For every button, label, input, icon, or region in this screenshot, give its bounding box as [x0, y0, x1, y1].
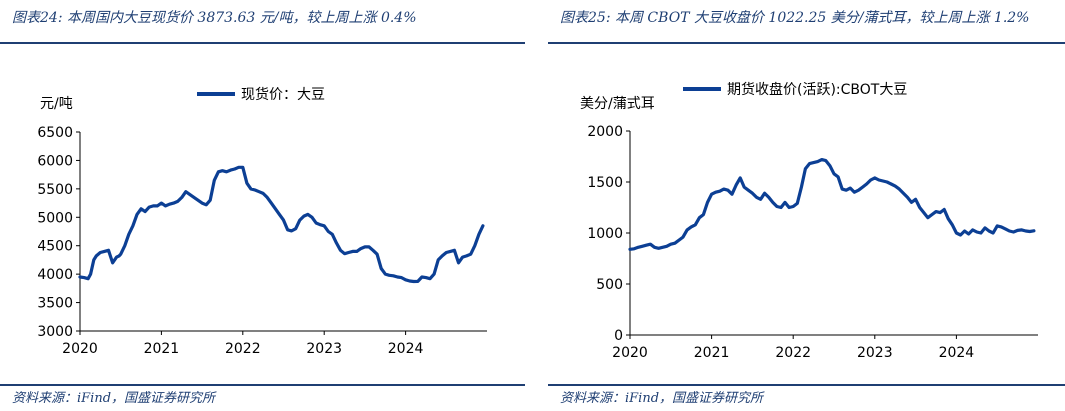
- x-tick-label: 2020: [62, 341, 98, 357]
- x-tick-label: 2022: [775, 345, 811, 361]
- y-tick-label: 1500: [587, 175, 623, 191]
- y-axis-title: 美分/蒲式耳: [580, 96, 655, 112]
- x-tick-label: 2023: [306, 341, 342, 357]
- x-tick-label: 2021: [694, 345, 730, 361]
- y-tick-label: 1000: [587, 226, 623, 242]
- series-line-0: [78, 165, 485, 284]
- chart-panel-right: 图表25: 本周 CBOT 大豆收盘价 1022.25 美分/蒲式耳，较上周上涨…: [548, 0, 1065, 411]
- y-tick-label: 4000: [37, 267, 73, 283]
- y-tick-label: 6500: [37, 125, 73, 141]
- chart-svg-left: 3000 3500 4000 4500 5000 5500 6000 6500 2020 2021…: [37, 86, 487, 357]
- y-tick-label: 3000: [37, 324, 73, 340]
- x-tick-label: 2024: [388, 341, 424, 357]
- source-note: 资料来源：iFind，国盛证券研究所: [12, 391, 216, 406]
- x-tick-label: 2022: [225, 341, 261, 357]
- y-tick-label: 3500: [37, 296, 73, 312]
- y-tick-label: 2000: [587, 124, 623, 140]
- source-rule: [0, 384, 525, 386]
- figure-title: 图表24: 本周国内大豆现货价 3873.63 元/吨，较上周上涨 0.4%: [12, 10, 417, 26]
- chart-svg-right: 0 500 1000 1500 2000 2020 2021 2022 2023 2024 美分/蒲…: [580, 81, 1038, 361]
- y-tick-label: 0: [614, 328, 623, 344]
- y-tick-label: 4500: [37, 239, 73, 255]
- y-tick-label: 5500: [37, 182, 73, 198]
- series-line-0: [628, 157, 1036, 251]
- x-tick-label: 2024: [939, 345, 975, 361]
- y-tick-label: 500: [596, 277, 623, 293]
- title-rule: [548, 42, 1065, 44]
- title-rule: [0, 42, 525, 44]
- y-axis-title: 元/吨: [40, 96, 73, 112]
- legend-label: 期货收盘价(活跃):CBOT大豆: [727, 81, 907, 98]
- x-tick-label: 2020: [612, 345, 648, 361]
- source-rule: [548, 384, 1065, 386]
- source-note: 资料来源：iFind，国盛证券研究所: [560, 391, 764, 406]
- x-tick-label: 2021: [144, 341, 180, 357]
- y-tick-label: 5000: [37, 210, 73, 226]
- chart-panel-left: 图表24: 本周国内大豆现货价 3873.63 元/吨，较上周上涨 0.4% 3…: [0, 0, 525, 411]
- legend-label: 现货价：大豆: [241, 86, 325, 103]
- y-tick-label: 6000: [37, 153, 73, 169]
- x-tick-label: 2023: [857, 345, 893, 361]
- figure-title: 图表25: 本周 CBOT 大豆收盘价 1022.25 美分/蒲式耳，较上周上涨…: [560, 10, 1030, 26]
